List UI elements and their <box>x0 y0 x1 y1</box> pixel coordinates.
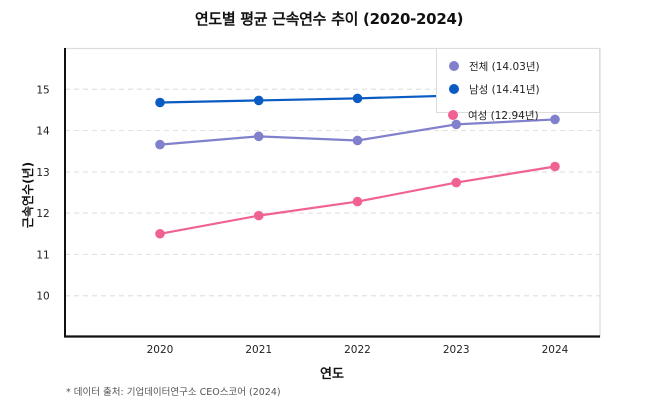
legend-label-female: 여성 (12.94년) <box>468 109 539 122</box>
legend-item-male: 남성 (14.41년) <box>449 81 540 97</box>
legend: 전체 (14.03년) 남성 (14.41년) <box>436 48 600 113</box>
chart-title: 연도별 평균 근속연수 추이 (2020-2024) <box>194 10 464 28</box>
legend-marker-total <box>449 61 459 71</box>
data-point <box>253 131 264 142</box>
data-point <box>155 228 165 239</box>
legend-label-total: 전체 (14.03년) <box>469 60 540 73</box>
data-point <box>155 97 165 108</box>
data-point <box>451 119 462 130</box>
series-여성 <box>155 161 560 239</box>
data-point <box>155 139 165 150</box>
data-point <box>253 210 264 221</box>
y-tick-label: 12 <box>36 208 49 220</box>
x-tick-label: 2024 <box>542 344 569 356</box>
data-point <box>352 135 363 146</box>
x-tick-label: 2022 <box>344 344 371 356</box>
x-tick-label: 2020 <box>147 344 174 356</box>
y-tick-labels: 10 11 12 13 14 15 <box>36 84 50 302</box>
data-point <box>253 95 264 106</box>
legend-marker-female <box>448 110 458 120</box>
x-tick-labels: 2020 2021 2022 2023 2024 <box>147 344 569 356</box>
legend-marker-male <box>449 84 459 94</box>
source-footnote: * 데이터 출처: 기업데이터연구소 CEO스코어 (2024) <box>66 387 281 398</box>
y-tick-label: 11 <box>36 249 49 261</box>
y-axis-title: 근속연수(년) <box>21 161 35 229</box>
y-tick-label: 15 <box>36 84 49 96</box>
data-point <box>451 177 462 188</box>
legend-item-total: 전체 (14.03년) <box>449 58 540 74</box>
x-tick-label: 2021 <box>245 344 272 356</box>
data-point <box>550 161 560 172</box>
legend-label-male: 남성 (14.41년) <box>469 83 540 96</box>
y-tick-label: 13 <box>36 167 49 179</box>
data-point <box>352 196 363 207</box>
series-전체 <box>155 114 560 150</box>
legend-item-female: 여성 (12.94년) <box>448 107 539 123</box>
x-axis-title: 연도 <box>320 367 344 382</box>
data-point <box>550 114 560 125</box>
data-point <box>352 93 363 104</box>
x-tick-label: 2023 <box>443 344 470 356</box>
y-tick-label: 14 <box>36 126 50 138</box>
y-tick-label: 10 <box>36 291 49 303</box>
